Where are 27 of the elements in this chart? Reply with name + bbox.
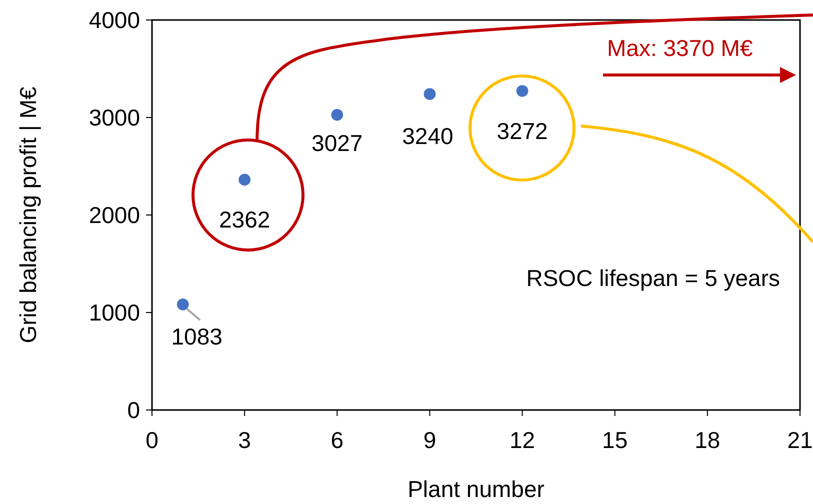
x-tick-label: 18 <box>694 427 720 453</box>
point <box>424 88 436 100</box>
data-label: 3240 <box>402 123 454 150</box>
x-tick-label: 6 <box>330 427 344 453</box>
point <box>516 85 528 97</box>
x-axis-title: Plant number <box>408 476 545 502</box>
point <box>176 298 189 310</box>
y-tick-label: 0 <box>127 397 140 424</box>
point <box>238 174 250 186</box>
y-axis-title: Grid balancing profit | M€ <box>15 86 41 344</box>
x-tick-label: 0 <box>146 427 158 453</box>
data-label: 1083 <box>171 323 222 350</box>
x-tick-label: 12 <box>509 427 536 453</box>
data-label: 2362 <box>218 206 270 233</box>
data-label: 3272 <box>496 118 548 144</box>
y-tick-label: 4000 <box>88 7 140 34</box>
annotation: Max: 3370 M€ <box>607 35 753 61</box>
x-tick-label: 15 <box>602 427 628 453</box>
annotation: RSOC lifespan = 5 years <box>526 265 780 291</box>
y-tick-label: 2000 <box>88 202 140 228</box>
y-tick-label: 3000 <box>88 104 140 131</box>
x-tick-label: 3 <box>238 427 251 453</box>
data-label: 3027 <box>312 130 363 156</box>
point <box>331 108 344 121</box>
y-tick-label: 1000 <box>88 300 140 326</box>
x-tick-label: 9 <box>423 427 436 453</box>
x-tick-label: 21 <box>787 427 813 453</box>
